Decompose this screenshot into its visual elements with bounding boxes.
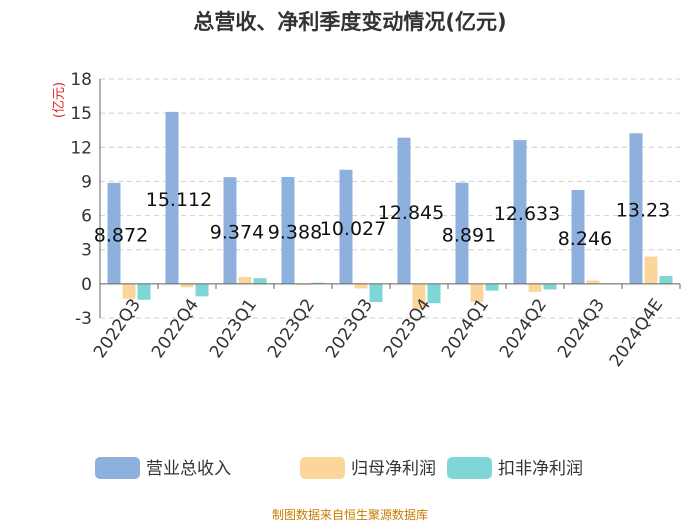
legend-swatch (447, 457, 492, 479)
y-tick-label: 3 (81, 241, 92, 261)
bar-revenue (397, 137, 411, 284)
bar-deducted-profit (195, 283, 209, 297)
bar-deducted-profit (137, 283, 151, 300)
y-tick-label: 9 (81, 172, 92, 192)
x-tick-label: 2023Q1 (206, 295, 261, 362)
x-tick-label: 2023Q2 (264, 295, 319, 362)
bar-net-profit (470, 283, 484, 303)
x-tick-label: 2024Q4E (606, 295, 667, 371)
bar-revenue (571, 190, 585, 284)
x-tick-label: 2022Q3 (90, 295, 145, 362)
bar-revenue (513, 140, 527, 284)
y-axis-label: (亿元) (52, 82, 67, 118)
bar-revenue (629, 133, 643, 284)
legend-label: 归母净利润 (351, 459, 436, 479)
x-tick-label: 2024Q1 (438, 295, 493, 362)
x-tick-label: 2024Q2 (496, 295, 551, 362)
data-label: 8.246 (558, 228, 612, 250)
bar-net-profit (412, 283, 426, 309)
y-tick-label: 6 (81, 207, 92, 227)
x-tick-label: 2023Q4 (380, 295, 435, 362)
bar-deducted-profit (369, 283, 383, 303)
y-tick-label: 12 (70, 138, 92, 158)
data-label: 9.374 (210, 222, 264, 244)
bar-deducted-profit (253, 278, 267, 284)
data-label: 12.845 (378, 202, 444, 224)
bar-net-profit (122, 283, 136, 299)
bar-revenue (281, 177, 295, 284)
bar-deducted-profit (659, 275, 673, 284)
chart-title: 总营收、净利季度变动情况(亿元) (193, 10, 507, 34)
bar-net-profit (296, 283, 310, 285)
x-tick-label: 2024Q3 (554, 295, 609, 362)
bar-net-profit (180, 283, 194, 288)
legend-label: 营业总收入 (146, 459, 231, 479)
bar-revenue (339, 169, 353, 284)
x-tick-label: 2022Q4 (148, 295, 203, 362)
bar-deducted-profit (311, 282, 325, 284)
bar-deducted-profit (427, 283, 441, 304)
bar-revenue (455, 182, 469, 284)
bar-revenue (107, 182, 121, 284)
bar-revenue (165, 111, 179, 284)
bar-net-profit (354, 283, 368, 289)
data-label: 15.112 (146, 189, 212, 211)
bar-net-profit (586, 280, 600, 284)
y-tick-label: 18 (70, 70, 92, 90)
y-tick-label: -3 (75, 309, 92, 329)
bar-revenue (223, 177, 237, 284)
data-label: 12.633 (494, 203, 560, 225)
source-note: 制图数据来自恒生聚源数据库 (271, 508, 428, 522)
legend-swatch (300, 457, 345, 479)
data-label: 8.872 (94, 224, 148, 246)
bar-net-profit (528, 283, 542, 292)
x-tick-label: 2023Q3 (322, 295, 377, 362)
bar-net-profit (644, 256, 658, 284)
bar-deducted-profit (543, 283, 557, 290)
legend-label: 扣非净利润 (498, 459, 583, 479)
data-label: 10.027 (320, 218, 386, 240)
y-tick-label: 0 (81, 275, 92, 295)
legend-swatch (95, 457, 140, 479)
bar-net-profit (238, 277, 252, 284)
data-label: 13.23 (616, 200, 670, 222)
data-label: 9.388 (268, 221, 322, 243)
y-tick-label: 15 (70, 104, 92, 124)
data-label: 8.891 (442, 224, 496, 246)
bar-deducted-profit (485, 283, 499, 291)
